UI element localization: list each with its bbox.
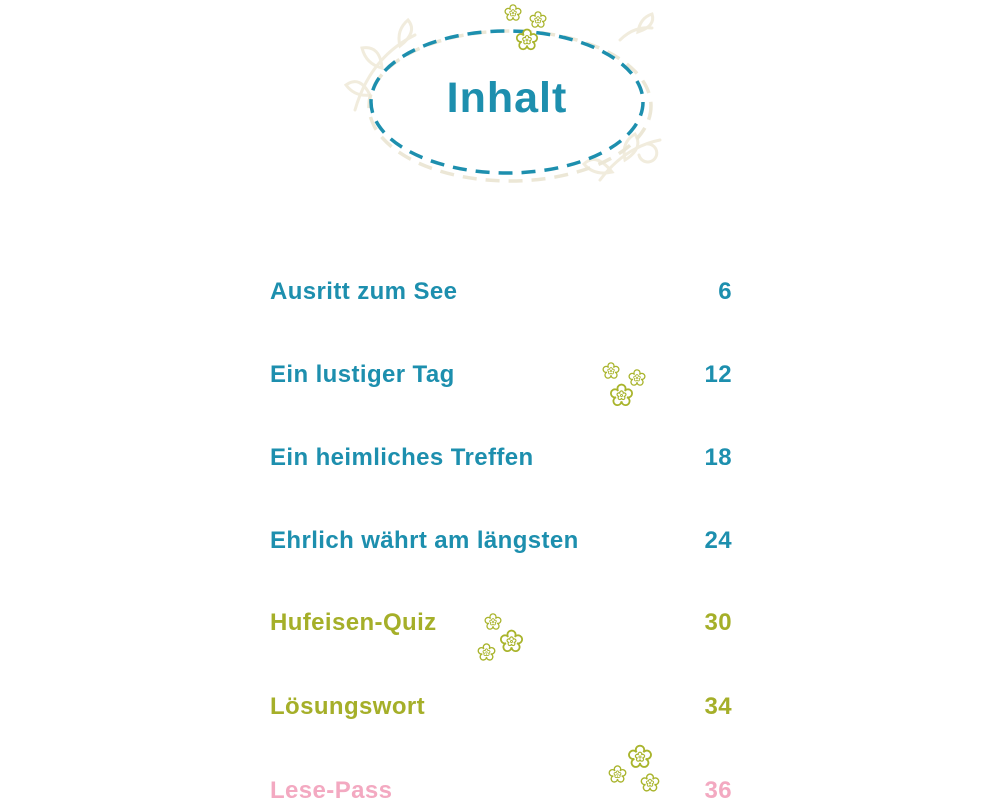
chapter-title: Ein heimliches Treffen <box>270 444 534 471</box>
page-number: 36 <box>704 777 732 800</box>
chapter-title: Ein lustiger Tag <box>270 361 455 388</box>
toc-row: Ehrlich währt am längsten 24 <box>270 523 732 559</box>
page-number: 6 <box>718 278 732 305</box>
chapter-title: Ausritt zum See <box>270 278 458 305</box>
page-number: 34 <box>704 693 732 720</box>
chapter-title: Hufeisen-Quiz <box>270 609 437 636</box>
chapter-title: Lese-Pass <box>270 777 393 800</box>
page-number: 18 <box>704 444 732 471</box>
toc-row: Lese-Pass 36 <box>270 773 732 800</box>
toc-row: Lösungswort 34 <box>270 689 732 725</box>
toc-row: Ausritt zum See 6 <box>270 274 732 310</box>
page-title: Inhalt <box>446 74 568 122</box>
chapter-title: Lösungswort <box>270 693 426 720</box>
page-number: 12 <box>704 361 732 388</box>
chapter-title: Ehrlich währt am längsten <box>270 527 579 554</box>
page-number: 24 <box>704 527 732 554</box>
toc-row: Ein lustiger Tag 12 <box>270 357 732 393</box>
page-number: 30 <box>704 609 732 636</box>
toc-row: Ein heimliches Treffen 18 <box>270 440 732 476</box>
toc-row: Hufeisen-Quiz 30 <box>270 605 732 641</box>
